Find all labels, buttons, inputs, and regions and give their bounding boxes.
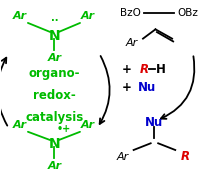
FancyArrowPatch shape [161, 56, 194, 119]
Text: R: R [139, 63, 149, 76]
FancyArrowPatch shape [100, 56, 110, 124]
Text: ··: ·· [51, 16, 58, 26]
Text: Ar: Ar [81, 120, 95, 130]
Text: R: R [181, 150, 190, 163]
FancyArrowPatch shape [0, 58, 7, 126]
Text: redox-: redox- [33, 89, 76, 101]
Text: Nu: Nu [145, 116, 164, 129]
Text: Ar: Ar [81, 11, 95, 21]
Text: H: H [156, 63, 166, 76]
Text: N: N [49, 29, 60, 43]
Text: Ar: Ar [13, 11, 27, 21]
Text: catalysis: catalysis [25, 111, 84, 124]
Text: Nu: Nu [138, 81, 156, 94]
Text: Ar: Ar [125, 38, 138, 48]
Text: BzO: BzO [120, 9, 141, 19]
Text: Ar: Ar [47, 53, 62, 63]
Text: N: N [49, 137, 60, 151]
Text: Ar: Ar [117, 152, 129, 162]
Text: organo-: organo- [29, 67, 80, 80]
Text: +: + [121, 81, 131, 94]
Text: Ar: Ar [47, 161, 62, 171]
Text: +: + [121, 63, 131, 76]
Text: Ar: Ar [13, 120, 27, 130]
Text: •+: •+ [57, 124, 71, 134]
Text: OBz: OBz [177, 9, 198, 19]
